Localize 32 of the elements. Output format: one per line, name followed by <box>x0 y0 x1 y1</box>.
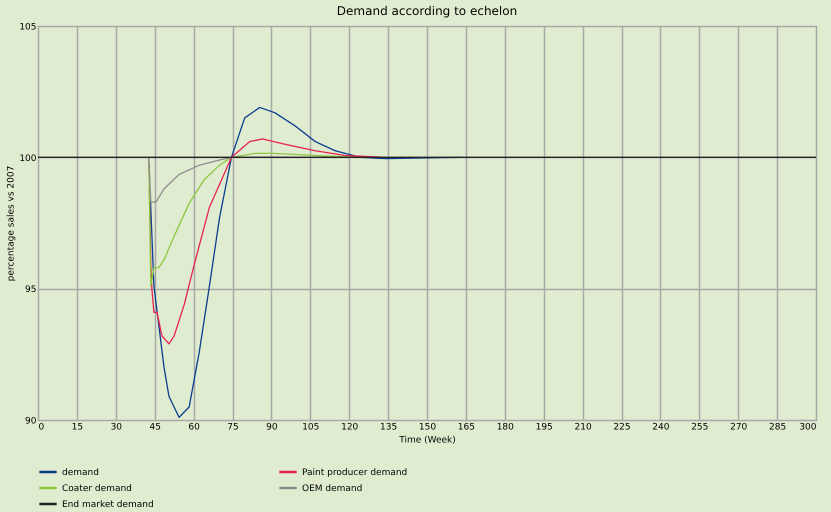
x-tick-label: 285 <box>769 422 786 432</box>
x-tick-label: 240 <box>652 422 670 432</box>
legend-label: OEM demand <box>302 484 362 494</box>
x-tick-label: 15 <box>72 422 84 432</box>
x-tick-label: 225 <box>613 422 631 432</box>
legend-label: demand <box>62 468 99 478</box>
x-tick-label: 90 <box>266 422 278 432</box>
x-tick-label: 300 <box>799 422 817 432</box>
x-tick-label: 105 <box>302 422 320 432</box>
legend-label: Coater demand <box>62 484 132 494</box>
x-tick-label: 150 <box>418 422 436 432</box>
x-tick-label: 30 <box>110 422 122 432</box>
x-tick-label: 135 <box>380 422 398 432</box>
x-tick-label: 45 <box>149 422 161 432</box>
y-axis-title: percentage sales vs 2007 <box>6 166 16 282</box>
x-tick-label: 210 <box>574 422 592 432</box>
x-tick-label: 180 <box>496 422 514 432</box>
y-tick-label: 105 <box>19 22 36 32</box>
x-tick-label: 270 <box>730 422 748 432</box>
x-tick-label: 0 <box>38 422 44 432</box>
y-tick-label: 95 <box>25 285 36 296</box>
x-tick-label: 120 <box>341 422 359 432</box>
x-axis-title: Time (Week) <box>398 436 456 446</box>
y-tick-label: 100 <box>19 154 37 164</box>
x-tick-label: 165 <box>458 422 475 432</box>
x-tick-label: 60 <box>188 422 200 432</box>
legend-label: Paint producer demand <box>302 468 408 478</box>
chart-title: Demand according to echelon <box>336 4 518 18</box>
x-tick-label: 75 <box>227 422 239 432</box>
legend-label: End market demand <box>62 500 154 510</box>
x-tick-label: 195 <box>536 422 553 432</box>
x-tick-label: 255 <box>691 422 708 432</box>
